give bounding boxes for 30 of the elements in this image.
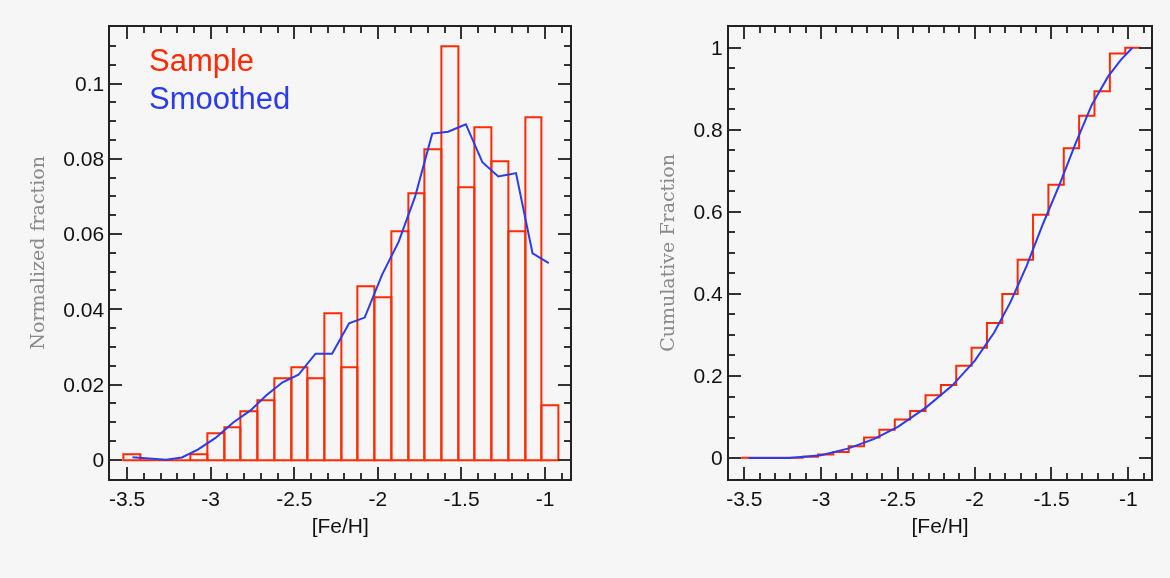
- y-tick-label: 0.06: [63, 222, 105, 246]
- y-axis-title: Normalized fraction: [25, 156, 48, 350]
- x-tick-label: -2: [368, 486, 388, 510]
- x-tick-label: -2: [965, 486, 985, 510]
- y-tick-label: 1: [710, 36, 723, 60]
- y-tick-label: 0.02: [63, 372, 105, 396]
- x-tick-label: -3: [811, 486, 831, 510]
- y-tick-label: 0.8: [693, 118, 723, 142]
- y-tick-label: 0: [710, 446, 723, 470]
- y-tick-label: 0: [92, 448, 105, 472]
- x-tick-label: -2.5: [276, 486, 313, 510]
- x-tick-label: -1.5: [1033, 486, 1070, 510]
- x-axis-title: [Fe/H]: [911, 514, 969, 538]
- x-tick-label: -3: [201, 486, 221, 510]
- text: Smoothed: [149, 81, 291, 116]
- y-tick-label: 0.4: [693, 282, 723, 306]
- x-tick-label: -2.5: [879, 486, 916, 510]
- y-tick-label: 0.6: [693, 200, 723, 224]
- y-tick-label: 0.04: [63, 297, 105, 321]
- x-tick-label: -3.5: [108, 486, 146, 510]
- x-tick-label: -1: [535, 486, 555, 510]
- x-tick-label: -1.5: [443, 486, 480, 510]
- y-tick-label: 0.2: [693, 364, 723, 388]
- y-tick-label: 0.08: [63, 147, 105, 171]
- y-tick-label: 0.1: [74, 71, 105, 95]
- x-tick-label: -3.5: [726, 486, 763, 510]
- x-axis-title: [Fe/H]: [311, 514, 369, 538]
- text: Sample: [149, 43, 255, 78]
- x-tick-label: -1: [1118, 486, 1138, 510]
- y-axis-title: Cumulative Fraction: [655, 153, 678, 352]
